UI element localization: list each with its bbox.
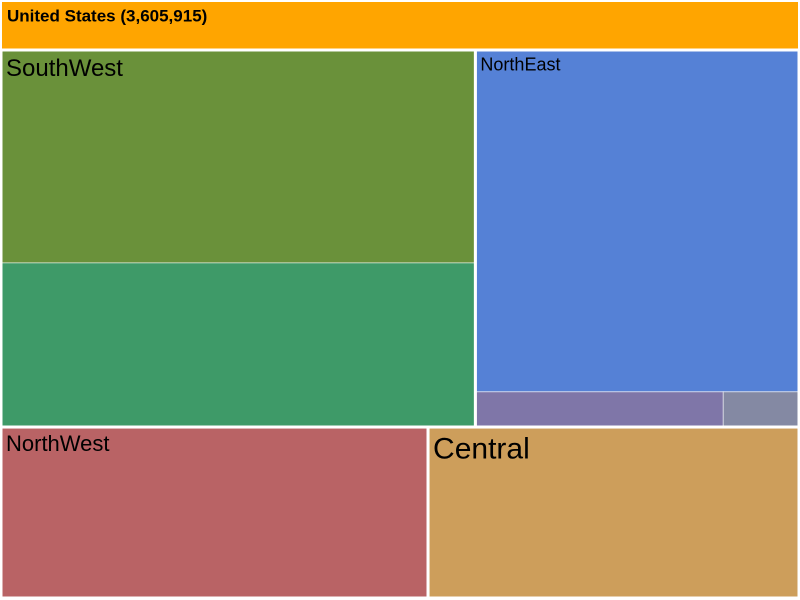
treemap-cell bbox=[427, 426, 800, 599]
treemap-cell bbox=[474, 391, 724, 428]
region-label: SouthWest bbox=[6, 55, 123, 82]
treemap-cell bbox=[474, 49, 800, 393]
region-label: NorthWest bbox=[6, 431, 110, 456]
treemap-cell bbox=[0, 49, 476, 264]
treemap-cell bbox=[0, 262, 476, 428]
treemap-cell bbox=[722, 391, 800, 428]
region-border bbox=[426, 425, 800, 600]
header-bar bbox=[2, 2, 798, 49]
region-label: NorthEast bbox=[480, 54, 560, 74]
region-label: Central bbox=[433, 432, 530, 465]
chart-title: United States (3,605,915) bbox=[7, 6, 207, 25]
